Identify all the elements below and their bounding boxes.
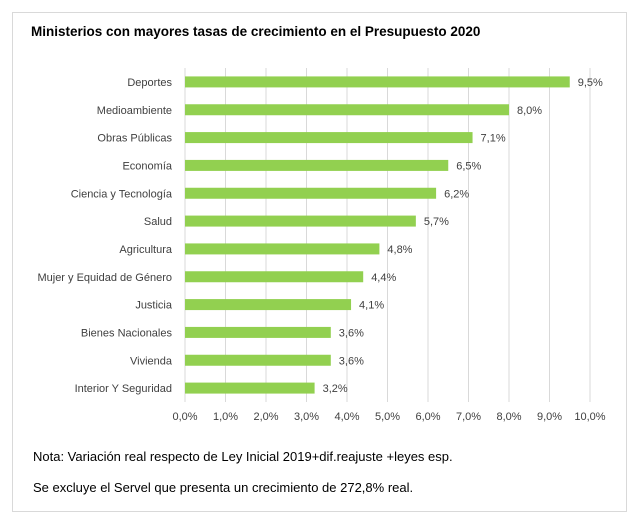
bar xyxy=(185,215,416,227)
x-tick-label: 2,0% xyxy=(253,411,278,423)
note-text: Nota: Variación real respecto de Ley Ini… xyxy=(33,449,453,464)
x-tick-label: 3,0% xyxy=(294,411,319,423)
data-label: 5,7% xyxy=(424,216,449,228)
data-label: 6,2% xyxy=(444,188,469,200)
data-label: 6,5% xyxy=(456,160,481,172)
data-label: 3,6% xyxy=(339,355,364,367)
category-label: Bienes Nacionales xyxy=(81,327,173,339)
data-label: 4,8% xyxy=(387,244,412,256)
data-label: 4,4% xyxy=(371,272,396,284)
x-axis-ticks: 0,0% 1,0% 2,0% 3,0% 4,0% 5,0% 6,0% 7,0% 8,0% 9,0%… xyxy=(172,411,605,423)
category-label: Medioambiente xyxy=(97,105,172,117)
category-label: Justicia xyxy=(135,300,173,312)
bars xyxy=(185,76,570,394)
x-tick-label: 8,0% xyxy=(496,411,521,423)
bar xyxy=(185,159,449,171)
category-label: Deportes xyxy=(127,77,172,89)
category-label: Interior Y Seguridad xyxy=(75,383,172,395)
bar xyxy=(185,299,352,311)
category-label: Vivienda xyxy=(130,355,173,367)
x-tick-label: 7,0% xyxy=(456,411,481,423)
bar xyxy=(185,271,364,283)
category-label: Economía xyxy=(122,160,172,172)
bar xyxy=(185,354,331,366)
x-tick-label: 6,0% xyxy=(415,411,440,423)
bar xyxy=(185,326,331,338)
bar xyxy=(185,243,380,255)
data-label: 3,6% xyxy=(339,327,364,339)
data-label: 7,1% xyxy=(481,133,506,145)
x-tick-label: 5,0% xyxy=(375,411,400,423)
x-tick-label: 1,0% xyxy=(213,411,238,423)
bar xyxy=(185,76,570,88)
labels: Deportes 9,5% Medioambiente 8,0% Obras Públi… xyxy=(37,77,603,395)
chart-title: Ministerios con mayores tasas de crecimi… xyxy=(31,24,481,39)
data-label: 4,1% xyxy=(359,300,384,312)
data-label: 8,0% xyxy=(517,105,542,117)
bar xyxy=(185,104,509,116)
x-tick-label: 10,0% xyxy=(574,411,605,423)
x-tick-label: 4,0% xyxy=(334,411,359,423)
category-label: Obras Públicas xyxy=(97,133,172,145)
bar xyxy=(185,382,315,394)
gridlines xyxy=(184,68,591,402)
category-label: Salud xyxy=(144,216,172,228)
x-tick-label: 0,0% xyxy=(172,411,197,423)
data-label: 9,5% xyxy=(578,77,603,89)
category-label: Agricultura xyxy=(119,244,172,256)
category-label: Mujer y Equidad de Género xyxy=(37,272,172,284)
category-label: Ciencia y Tecnología xyxy=(71,188,173,200)
bar xyxy=(185,187,437,199)
x-tick-label: 9,0% xyxy=(537,411,562,423)
data-label: 3,2% xyxy=(323,383,348,395)
chart-frame xyxy=(12,12,627,512)
bar xyxy=(185,132,473,144)
exclusion-note-text: Se excluye el Servel que presenta un cre… xyxy=(33,480,414,495)
bar-chart: Deportes 9,5% Medioambiente 8,0% Obras Públi… xyxy=(37,68,606,423)
